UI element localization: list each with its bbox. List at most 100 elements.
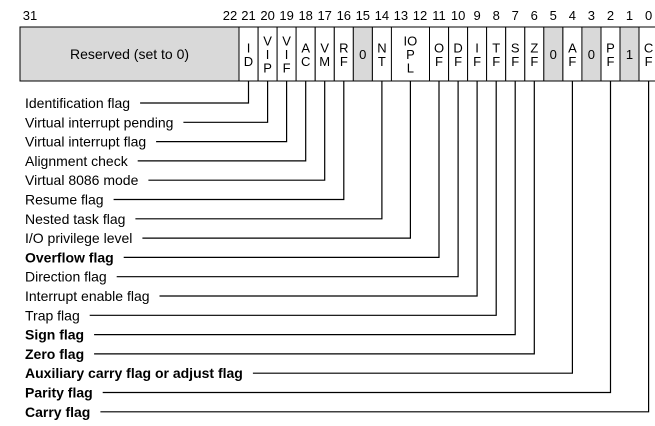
flag-cell-letter: C bbox=[644, 40, 653, 55]
flag-cell-letter: I bbox=[247, 40, 251, 55]
flag-cell-letter: I bbox=[475, 40, 479, 55]
bit-number: 15 bbox=[356, 8, 370, 23]
flag-cell-letter: P bbox=[263, 61, 272, 76]
flag-cell-letter: F bbox=[435, 54, 443, 69]
bit-number: 7 bbox=[512, 8, 519, 23]
flag-cell-letter: F bbox=[340, 54, 348, 69]
leader-lines bbox=[89, 81, 650, 413]
flag-cell-letter: Z bbox=[530, 40, 538, 55]
flag-cell-letter: I bbox=[266, 47, 270, 62]
flag-label: Trap flag bbox=[25, 307, 80, 323]
bit-number: 19 bbox=[279, 8, 293, 23]
flag-cell-letter: D bbox=[453, 40, 462, 55]
flag-label: Parity flag bbox=[25, 385, 93, 401]
flag-cell-letter: P bbox=[606, 40, 615, 55]
leader-line bbox=[89, 81, 497, 316]
bit-number: 11 bbox=[432, 8, 446, 23]
flag-cell-letter: F bbox=[645, 54, 653, 69]
bit-number: 10 bbox=[451, 8, 465, 23]
bit-number: 9 bbox=[473, 8, 480, 23]
leader-line bbox=[100, 81, 650, 413]
flag-cell-letter: C bbox=[301, 54, 310, 69]
flag-cell-letter: A bbox=[301, 40, 310, 55]
bit-number: 13 bbox=[394, 8, 408, 23]
flag-cell-letter: T bbox=[378, 54, 386, 69]
bit-number: 5 bbox=[550, 8, 557, 23]
flag-cell-letter: V bbox=[263, 34, 272, 49]
bit-number: 21 bbox=[241, 8, 255, 23]
flag-cell-letter: F bbox=[492, 54, 500, 69]
flag-cell-letter: 0 bbox=[359, 47, 366, 62]
flag-label: Nested task flag bbox=[25, 211, 125, 227]
flag-cell-letter: V bbox=[320, 40, 329, 55]
flag-label: Zero flag bbox=[25, 346, 84, 362]
reserved-field bbox=[19, 26, 240, 82]
leader-line bbox=[142, 81, 411, 239]
flag-cell-letter: 0 bbox=[588, 47, 595, 62]
reserved-field-label: Reserved (set to 0) bbox=[70, 46, 189, 62]
flag-label: Identification flag bbox=[25, 95, 130, 111]
flag-label: Resume flag bbox=[25, 192, 104, 208]
flag-cell-letter: 1 bbox=[626, 47, 633, 62]
flag-cell-letter: F bbox=[530, 54, 538, 69]
flag-cell-letter: L bbox=[407, 61, 414, 76]
flag-cell-letter: N bbox=[377, 40, 386, 55]
flag-cell-letter: F bbox=[607, 54, 615, 69]
flag-cell-letter: 0 bbox=[550, 47, 557, 62]
flag-label: Virtual interrupt pending bbox=[25, 114, 173, 130]
flag-cell-letter: M bbox=[319, 54, 330, 69]
leader-line bbox=[94, 81, 516, 336]
flag-label: I/O privilege level bbox=[25, 230, 132, 246]
bit-number: 3 bbox=[588, 8, 595, 23]
leader-line bbox=[156, 81, 288, 143]
flag-cell-letter: A bbox=[568, 40, 577, 55]
leader-line bbox=[102, 81, 612, 394]
leader-line bbox=[116, 81, 459, 278]
flag-cell-letter: IO bbox=[404, 34, 418, 49]
flag-cell-letter: F bbox=[568, 54, 576, 69]
leader-line bbox=[183, 81, 269, 123]
flag-cell-letter: O bbox=[434, 40, 444, 55]
flag-label: Direction flag bbox=[25, 269, 107, 285]
bit-number: 17 bbox=[317, 8, 331, 23]
flag-cell-letter: F bbox=[511, 54, 519, 69]
flag-label: Overflow flag bbox=[25, 249, 114, 265]
bit-number: 6 bbox=[531, 8, 538, 23]
leader-line bbox=[252, 81, 573, 374]
flag-cell-letter: I bbox=[285, 47, 289, 62]
bit-number-row: 31 22 21 20 19 18 17 16 15 14 13 12 11 10 9 8 7 6 5 4 3 2 1 0 bbox=[23, 8, 652, 23]
flag-cell-letter: D bbox=[244, 54, 253, 69]
bit-number: 16 bbox=[337, 8, 351, 23]
flag-label: Sign flag bbox=[25, 327, 84, 343]
bit-number: 18 bbox=[298, 8, 312, 23]
flag-labels: Identification flag Virtual interrupt pen… bbox=[25, 95, 243, 420]
leader-line bbox=[113, 81, 345, 201]
bit-number: 22 bbox=[223, 8, 237, 23]
flag-label: Virtual interrupt flag bbox=[25, 134, 146, 150]
bit-number: 14 bbox=[375, 8, 389, 23]
leader-line bbox=[137, 81, 307, 162]
leader-line bbox=[140, 81, 250, 104]
flag-cell-letter: F bbox=[473, 54, 481, 69]
flag-label: Virtual 8086 mode bbox=[25, 172, 139, 188]
bit-number: 20 bbox=[260, 8, 274, 23]
leader-line bbox=[94, 81, 535, 355]
bit-number: 0 bbox=[645, 8, 652, 23]
flag-label: Alignment check bbox=[25, 153, 129, 169]
leader-line bbox=[159, 81, 478, 297]
flag-label: Carry flag bbox=[25, 404, 90, 420]
bit-number: 8 bbox=[493, 8, 500, 23]
flag-cell-letter: T bbox=[492, 40, 500, 55]
bit-number: 12 bbox=[413, 8, 427, 23]
flag-cell-letter: V bbox=[282, 34, 291, 49]
bit-number: 2 bbox=[607, 8, 614, 23]
flag-label: Auxiliary carry flag or adjust flag bbox=[25, 365, 243, 381]
flag-label: Interrupt enable flag bbox=[25, 288, 150, 304]
bit-number: 31 bbox=[23, 8, 37, 23]
flag-cell-letter: F bbox=[454, 54, 462, 69]
bit-number: 4 bbox=[569, 8, 576, 23]
leader-line bbox=[123, 81, 440, 258]
